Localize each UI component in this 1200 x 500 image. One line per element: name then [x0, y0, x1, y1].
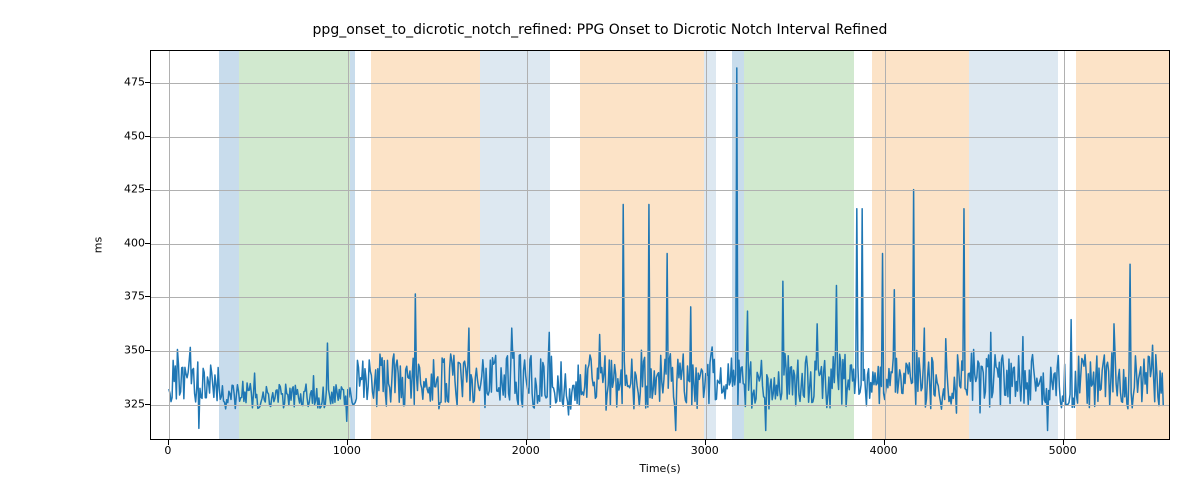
y-tick-label: 350: [105, 344, 145, 357]
y-tick-label: 425: [105, 183, 145, 196]
grid-line: [151, 244, 1169, 245]
grid-line: [169, 51, 170, 439]
x-tick-label: 0: [164, 444, 171, 457]
grid-line: [151, 190, 1169, 191]
y-tick: [145, 296, 150, 297]
y-tick-label: 325: [105, 397, 145, 410]
x-tick-label: 2000: [512, 444, 540, 457]
grid-line: [151, 83, 1169, 84]
y-tick: [145, 243, 150, 244]
x-tick-label: 4000: [870, 444, 898, 457]
data-line: [169, 68, 1163, 430]
x-tick-label: 5000: [1049, 444, 1077, 457]
grid-line: [151, 351, 1169, 352]
y-tick: [145, 350, 150, 351]
y-tick-label: 375: [105, 290, 145, 303]
y-tick: [145, 136, 150, 137]
grid-line: [1064, 51, 1065, 439]
chart-title: ppg_onset_to_dicrotic_notch_refined: PPG…: [0, 22, 1200, 38]
y-tick-label: 450: [105, 129, 145, 142]
x-tick-label: 1000: [333, 444, 361, 457]
line-plot-svg: [151, 51, 1169, 439]
y-tick: [145, 189, 150, 190]
grid-line: [348, 51, 349, 439]
y-tick-label: 400: [105, 236, 145, 249]
grid-line: [151, 297, 1169, 298]
grid-line: [885, 51, 886, 439]
grid-line: [151, 137, 1169, 138]
x-axis-label: Time(s): [639, 462, 680, 475]
y-tick-label: 475: [105, 76, 145, 89]
plot-area: [150, 50, 1170, 440]
x-tick-label: 3000: [691, 444, 719, 457]
y-axis-label: ms: [92, 237, 105, 253]
grid-line: [706, 51, 707, 439]
chart-container: ppg_onset_to_dicrotic_notch_refined: PPG…: [0, 0, 1200, 500]
y-tick: [145, 82, 150, 83]
grid-line: [151, 405, 1169, 406]
y-tick: [145, 404, 150, 405]
grid-line: [527, 51, 528, 439]
